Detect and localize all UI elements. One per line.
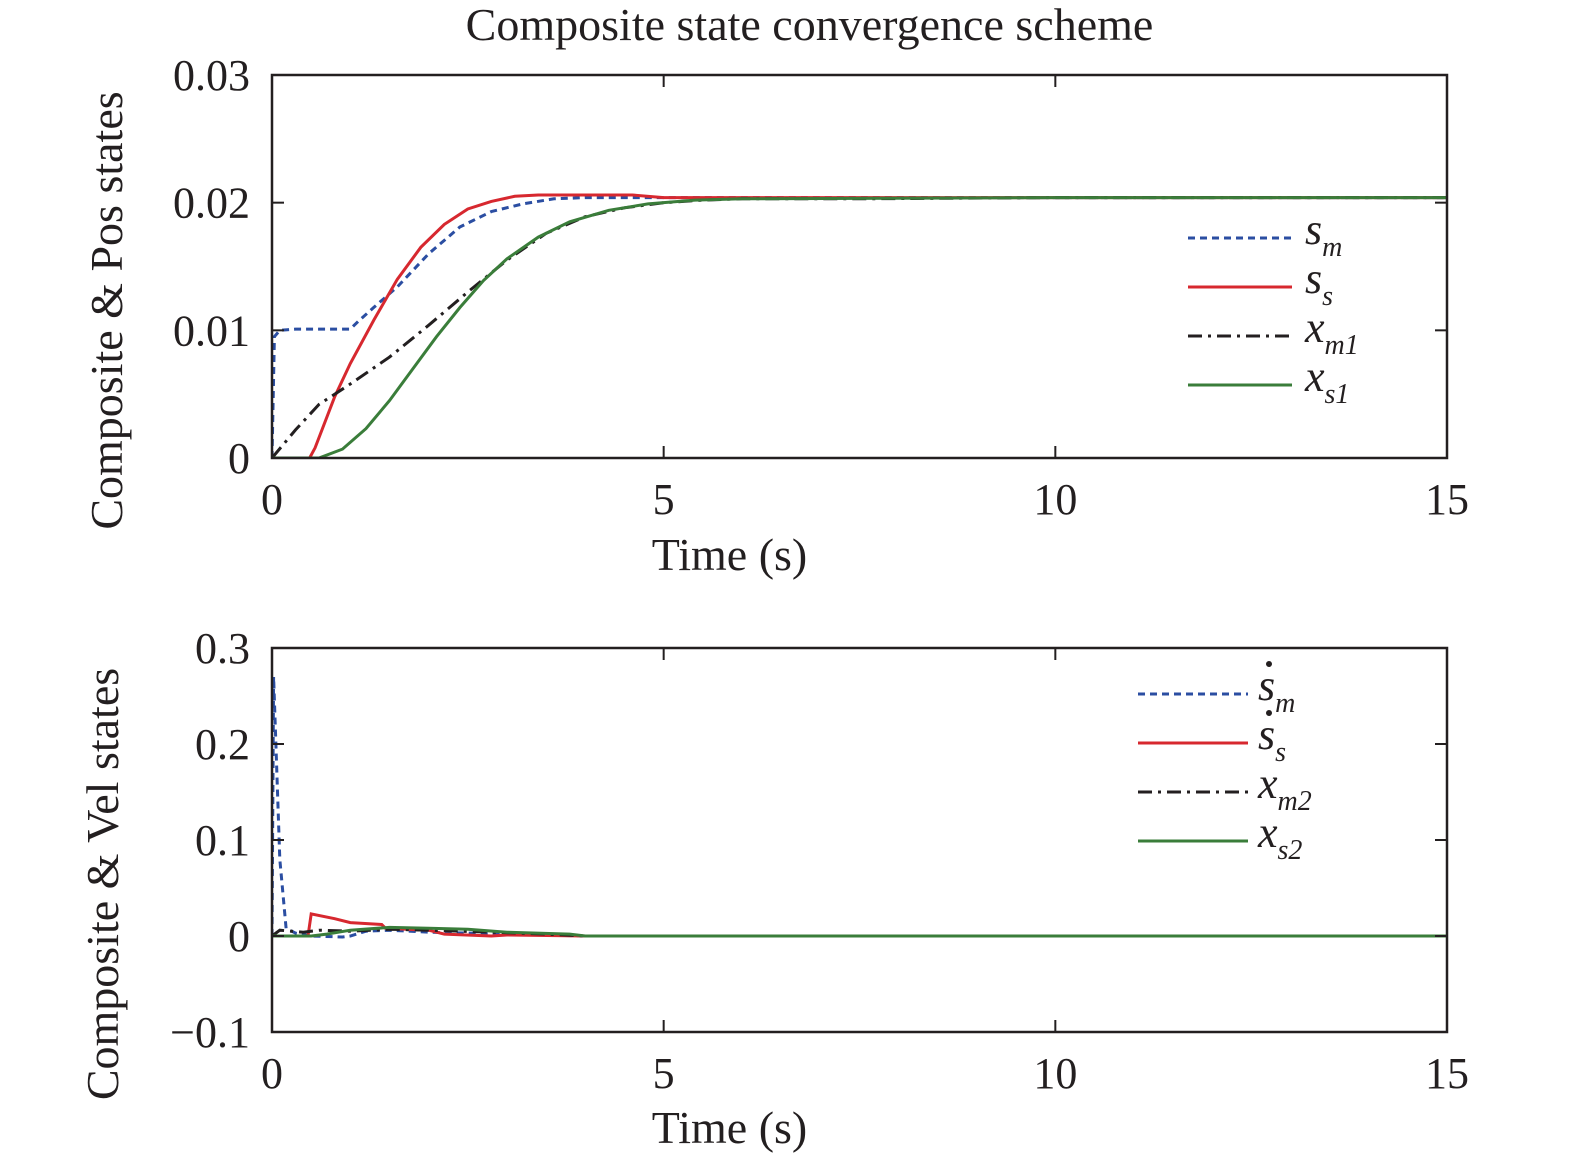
series-line-2-3 (272, 927, 1447, 938)
series-line-1-1 (272, 196, 1447, 458)
chart-title: Composite state convergence scheme (466, 0, 1154, 50)
plot-frame (270, 73, 1449, 460)
legend-entry: ss (1258, 710, 1286, 768)
x-tick-label: 0 (261, 1049, 283, 1098)
legend-entry: sm (1258, 661, 1295, 719)
series-line-1-2 (272, 193, 1447, 458)
y-tick-label: 0.1 (195, 816, 250, 865)
legend-entry: xm1 (1304, 303, 1359, 361)
x-tick-label: 0 (261, 475, 283, 524)
y-tick-label: 0.01 (173, 306, 250, 355)
y-tick-label: 0.02 (173, 179, 250, 228)
x-tick-label: 15 (1425, 1049, 1469, 1098)
y-tick-label: 0 (228, 912, 250, 961)
legend-entry: ss (1305, 254, 1333, 312)
x-axis-label: Time (s) (652, 529, 808, 580)
y-tick-label: 0.03 (173, 51, 250, 100)
derivative-dot-icon (1266, 661, 1272, 667)
x-tick-label: 5 (653, 475, 675, 524)
series-line-1-4 (272, 196, 1447, 458)
derivative-dot-icon (1266, 710, 1272, 716)
y-tick-label: 0 (228, 434, 250, 483)
y-axis-label: Composite & Pos states (81, 91, 132, 529)
x-tick-label: 15 (1425, 475, 1469, 524)
x-tick-label: 10 (1033, 1049, 1077, 1098)
legend-entry: xs2 (1257, 808, 1302, 866)
series-line-1-3 (272, 196, 1447, 458)
panel-1: Composite state convergence scheme 0 5 10 15… (81, 0, 1469, 580)
y-tick-label: 0.2 (195, 720, 250, 769)
y-tick-label: 0.3 (195, 624, 250, 673)
series-line-2-4 (272, 925, 1447, 938)
legend-entry: xs1 (1304, 352, 1349, 410)
y-axis-label: Composite & Vel states (77, 668, 128, 1100)
x-tick-label: 10 (1033, 475, 1077, 524)
y-tick-label: −0.1 (170, 1008, 250, 1057)
x-axis-label: Time (s) (652, 1102, 808, 1153)
legend-entry: sm (1305, 205, 1342, 263)
legend-entry: xm2 (1257, 759, 1312, 817)
x-tick-label: 5 (653, 1049, 675, 1098)
